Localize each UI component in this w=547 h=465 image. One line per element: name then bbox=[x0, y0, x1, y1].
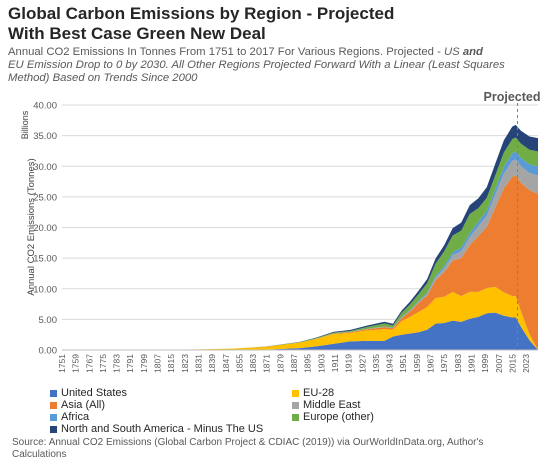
legend-item: Europe (other) bbox=[292, 411, 374, 423]
y-tick-label: 30.00 bbox=[33, 162, 57, 173]
x-tick-label: 1943 bbox=[385, 354, 395, 373]
subtitle-part-a: Annual CO2 Emissions In Tonnes From 1751… bbox=[8, 46, 444, 58]
y-axis-title: Annual CO2 Emissions (Tonnes) bbox=[26, 158, 37, 295]
y-tick-label: 10.00 bbox=[33, 284, 57, 295]
x-tick-label: 1815 bbox=[166, 354, 176, 373]
x-tick-label: 1975 bbox=[439, 354, 449, 373]
x-tick-label: 1751 bbox=[57, 354, 67, 373]
legend-item: Asia (All) bbox=[50, 399, 105, 411]
x-tick-label: 1783 bbox=[112, 354, 122, 373]
x-tick-label: 1879 bbox=[275, 354, 285, 373]
legend-item: Africa bbox=[50, 411, 89, 423]
legend-label: Asia (All) bbox=[61, 399, 106, 411]
x-tick-label: 1967 bbox=[426, 354, 436, 373]
title-line-2: With Best Case Green New Deal bbox=[8, 24, 266, 43]
x-tick-label: 1919 bbox=[344, 354, 354, 373]
area-series-6 bbox=[62, 137, 538, 350]
legend-swatch bbox=[50, 413, 57, 421]
area-series-3 bbox=[62, 175, 538, 350]
y-tick-label: 5.00 bbox=[39, 315, 58, 326]
subtitle-part-c: and bbox=[459, 46, 483, 58]
legend-swatch bbox=[292, 389, 299, 397]
legend-swatch bbox=[50, 425, 57, 433]
x-tick-label: 1855 bbox=[234, 354, 244, 373]
x-tick-label: 1871 bbox=[262, 354, 272, 373]
x-tick-label: 1799 bbox=[139, 354, 149, 373]
chart-title: Global Carbon Emissions by Region - Proj… bbox=[8, 4, 394, 44]
legend-item: United States bbox=[50, 387, 127, 399]
x-tick-label: 1911 bbox=[330, 354, 340, 373]
area-series-2 bbox=[62, 286, 538, 350]
x-tick-label: 1775 bbox=[98, 354, 108, 373]
x-tick-label: 1903 bbox=[316, 354, 326, 373]
legend-label: EU-28 bbox=[303, 387, 335, 399]
x-tick-label: 2023 bbox=[521, 354, 531, 373]
area-series-4 bbox=[62, 159, 538, 350]
legend-label: Europe (other) bbox=[303, 411, 374, 423]
y-tick-label: 25.00 bbox=[33, 192, 57, 203]
subtitle-part-d: EU Emission Drop to 0 by 2030. All Other… bbox=[8, 59, 505, 84]
legend-label: Middle East bbox=[303, 399, 361, 411]
y-tick-label: 40.00 bbox=[33, 101, 57, 112]
legend-item: EU-28 bbox=[292, 387, 334, 399]
x-tick-label: 1999 bbox=[480, 354, 490, 373]
projected-annotation: Projected bbox=[484, 90, 541, 104]
x-tick-label: 1927 bbox=[357, 354, 367, 373]
subtitle-part-b: US bbox=[444, 46, 460, 58]
x-tick-label: 1959 bbox=[412, 354, 422, 373]
legend-item: Middle East bbox=[292, 399, 360, 411]
x-tick-label: 1807 bbox=[153, 354, 163, 373]
x-tick-label: 1839 bbox=[207, 354, 217, 373]
x-tick-label: 1831 bbox=[193, 354, 203, 373]
x-tick-label: 1951 bbox=[398, 354, 408, 373]
x-tick-label: 2007 bbox=[494, 354, 504, 373]
x-tick-label: 1895 bbox=[303, 354, 313, 373]
y-tick-label: 15.00 bbox=[33, 254, 57, 265]
legend-swatch bbox=[292, 413, 299, 421]
title-line-1: Global Carbon Emissions by Region - Proj… bbox=[8, 4, 395, 23]
legend-label: United States bbox=[61, 387, 128, 399]
x-tick-label: 1759 bbox=[71, 354, 81, 373]
legend-swatch bbox=[50, 389, 57, 397]
area-series-1 bbox=[62, 312, 538, 350]
x-tick-label: 1791 bbox=[125, 354, 135, 373]
y-axis-unit: Billions bbox=[20, 110, 30, 139]
x-tick-label: 1863 bbox=[248, 354, 258, 373]
legend-label: North and South America - Minus The US bbox=[61, 423, 264, 435]
x-tick-label: 2015 bbox=[507, 354, 517, 373]
legend-swatch bbox=[292, 401, 299, 409]
x-tick-label: 1991 bbox=[466, 354, 476, 373]
source-note: Source: Annual CO2 Emissions (Global Car… bbox=[12, 437, 484, 460]
y-tick-label: 20.00 bbox=[33, 223, 57, 234]
x-tick-label: 1767 bbox=[84, 354, 94, 373]
legend-swatch bbox=[50, 401, 57, 409]
chart-subtitle: Annual CO2 Emissions In Tonnes From 1751… bbox=[8, 46, 538, 85]
legend-item: North and South America - Minus The US bbox=[50, 423, 263, 435]
x-tick-label: 1847 bbox=[221, 354, 231, 373]
x-tick-label: 1823 bbox=[180, 354, 190, 373]
y-tick-label: 0.00 bbox=[39, 346, 58, 357]
x-tick-label: 1887 bbox=[289, 354, 299, 373]
x-tick-label: 1935 bbox=[371, 354, 381, 373]
y-tick-label: 35.00 bbox=[33, 131, 57, 142]
x-tick-label: 1983 bbox=[453, 354, 463, 373]
legend-label: Africa bbox=[61, 411, 90, 423]
